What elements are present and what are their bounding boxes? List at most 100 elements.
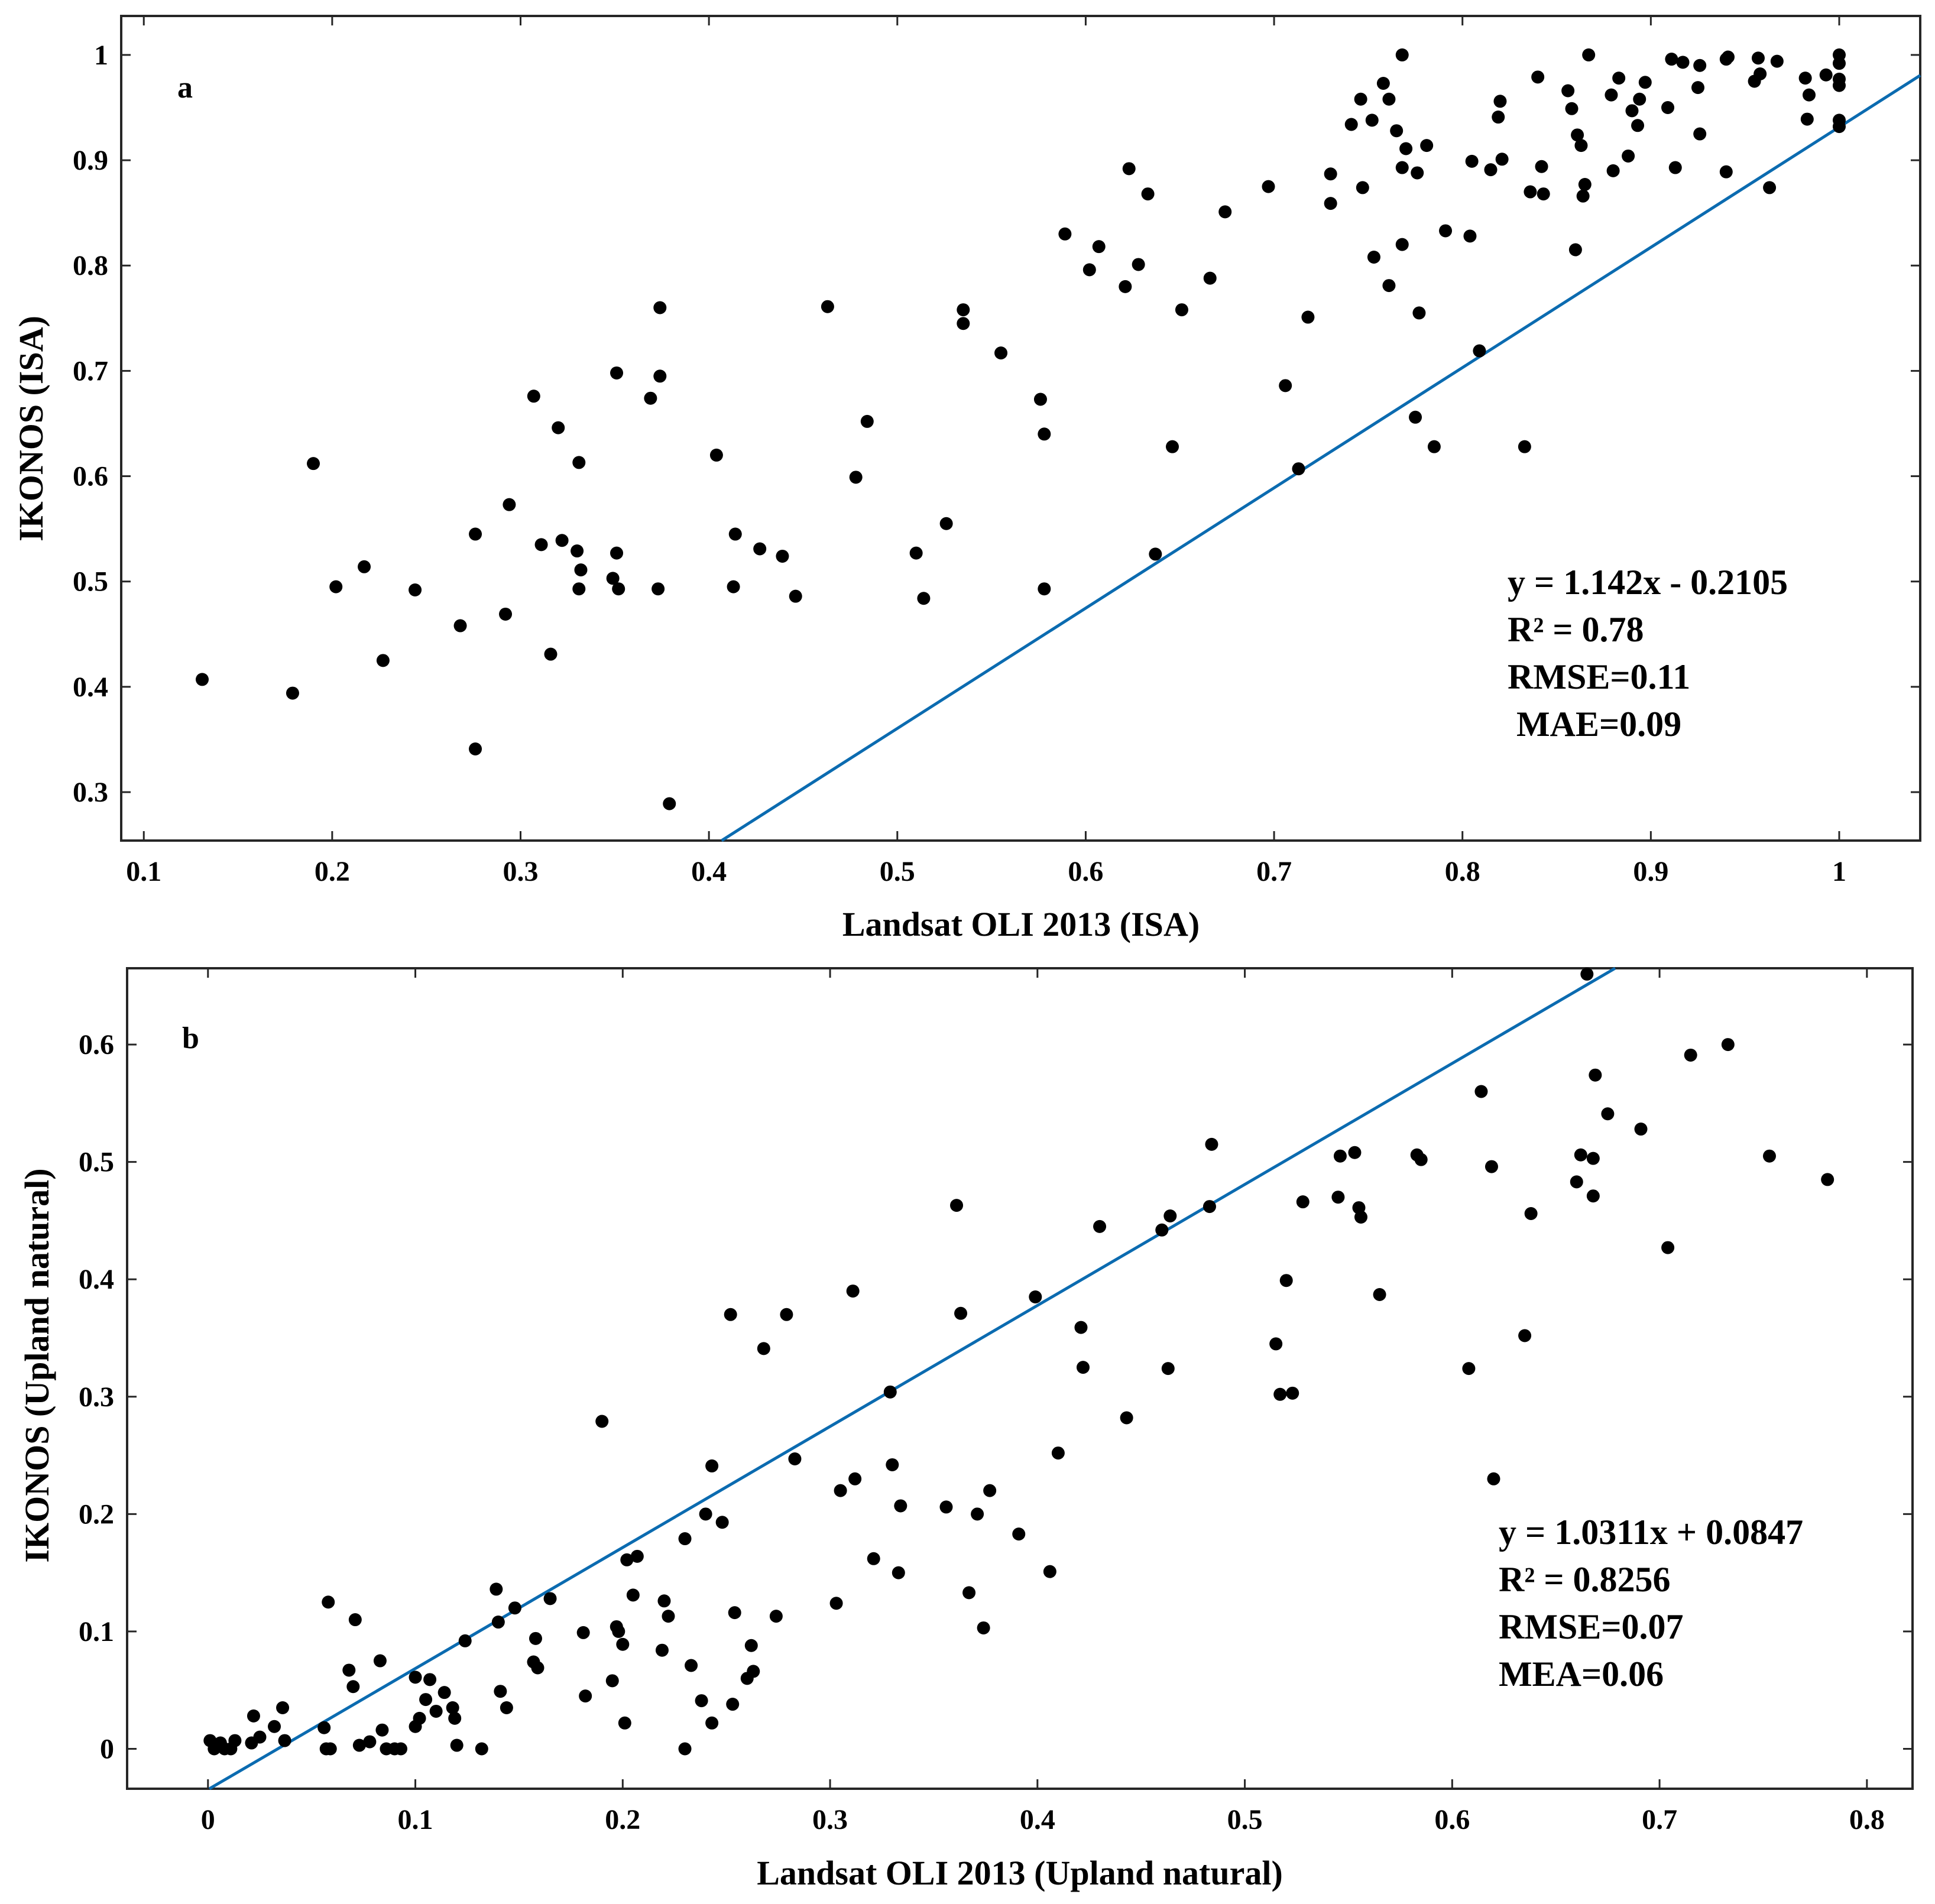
panel-a-chart: 0.1 0.2 0.3 0.4 0.5 0.6 0.7 0.8 0.9 1 0.3 0.4 0.5 0.6… <box>12 15 1921 943</box>
data-point <box>1524 185 1537 199</box>
data-point <box>1487 1472 1500 1485</box>
data-point <box>1612 72 1626 85</box>
data-point <box>1376 77 1390 90</box>
x-tick-label: 0.4 <box>691 856 727 887</box>
data-point <box>1076 1361 1090 1374</box>
data-point <box>1762 1149 1776 1163</box>
data-point <box>446 1701 459 1714</box>
data-point <box>610 546 624 560</box>
data-point <box>1427 440 1441 453</box>
data-point <box>1473 344 1486 358</box>
data-point <box>247 1709 260 1723</box>
data-point <box>423 1673 437 1686</box>
panel-b-r-squared: R² = 0.8256 <box>1499 1560 1671 1599</box>
data-point <box>348 1613 362 1627</box>
data-point <box>1665 53 1678 66</box>
data-point <box>450 1738 464 1752</box>
data-point <box>1582 48 1596 61</box>
data-point <box>724 1308 737 1321</box>
panel-a-letter: a <box>177 71 193 105</box>
data-point <box>1155 1223 1169 1237</box>
data-point <box>268 1720 281 1733</box>
y-tick-label: 0.3 <box>79 1381 114 1413</box>
data-point <box>1409 410 1422 424</box>
panel-a-points <box>196 48 1846 810</box>
x-tick-label: 0.8 <box>1849 1804 1885 1835</box>
data-point <box>1218 205 1232 219</box>
data-point <box>1721 1038 1735 1052</box>
data-point <box>1012 1527 1026 1541</box>
data-point <box>957 317 970 330</box>
data-point <box>1132 258 1145 271</box>
data-point <box>950 1199 964 1212</box>
data-point <box>1518 440 1531 453</box>
panel-a-fit-line-group <box>721 74 1921 842</box>
data-point <box>323 1742 337 1756</box>
data-point <box>527 390 540 403</box>
data-point <box>1574 1148 1587 1162</box>
data-point <box>776 549 789 563</box>
data-point <box>753 542 767 556</box>
data-point <box>419 1693 433 1707</box>
x-tick-label: 0.7 <box>1642 1804 1677 1835</box>
data-point <box>1832 120 1846 134</box>
data-point <box>1568 243 1582 257</box>
data-point <box>695 1694 708 1708</box>
data-point <box>1038 582 1051 596</box>
data-point <box>1798 72 1812 85</box>
data-point <box>1589 1068 1602 1082</box>
data-point <box>849 471 863 484</box>
data-point <box>1373 1288 1386 1302</box>
data-point <box>1292 462 1305 476</box>
data-point <box>1348 1146 1362 1159</box>
data-point <box>678 1532 692 1546</box>
data-point <box>508 1601 521 1615</box>
data-point <box>1301 310 1315 324</box>
x-tick-label: 0.5 <box>1227 1804 1263 1835</box>
data-point <box>1382 279 1396 293</box>
data-point <box>821 300 834 313</box>
data-point <box>529 1631 542 1645</box>
x-tick-label: 0.9 <box>1633 856 1668 887</box>
data-point <box>1524 1207 1538 1221</box>
data-point <box>605 1674 619 1688</box>
x-tick-label: 0.7 <box>1256 856 1292 887</box>
x-tick-label: 0.1 <box>398 1804 433 1835</box>
panel-a-x-label: Landsat OLI 2013 (ISA) <box>842 905 1200 943</box>
data-point <box>1537 187 1550 201</box>
data-point <box>1561 84 1575 98</box>
data-point <box>653 301 667 314</box>
data-point <box>437 1686 451 1699</box>
data-point <box>1763 181 1777 194</box>
data-point <box>1356 181 1369 194</box>
regression-line <box>721 74 1921 842</box>
panel-a-y-label: IKONOS (ISA) <box>12 316 50 541</box>
data-point <box>1693 59 1707 72</box>
data-point <box>655 1643 669 1657</box>
data-point <box>1770 54 1784 68</box>
data-point <box>475 1742 488 1756</box>
data-point <box>1038 427 1051 441</box>
data-point <box>610 366 624 379</box>
data-point <box>469 527 482 541</box>
data-point <box>1578 178 1592 192</box>
data-point <box>1684 1048 1697 1062</box>
data-point <box>1029 1290 1042 1303</box>
data-point <box>1092 240 1106 254</box>
x-tick-label: 0.5 <box>880 856 915 887</box>
data-point <box>490 1582 503 1596</box>
data-point <box>1625 104 1639 118</box>
data-point <box>1420 139 1434 153</box>
data-point <box>886 1458 899 1471</box>
data-point <box>663 797 676 810</box>
data-point <box>1119 280 1132 293</box>
data-point <box>1395 48 1409 61</box>
data-point <box>1354 92 1367 106</box>
data-point <box>494 1685 507 1698</box>
data-point <box>1262 180 1275 193</box>
data-point <box>846 1285 860 1298</box>
panel-b-letter: b <box>182 1021 199 1055</box>
x-tick-label: 0.6 <box>1068 856 1103 887</box>
y-tick-label: 0.9 <box>73 145 108 176</box>
data-point <box>228 1734 242 1747</box>
